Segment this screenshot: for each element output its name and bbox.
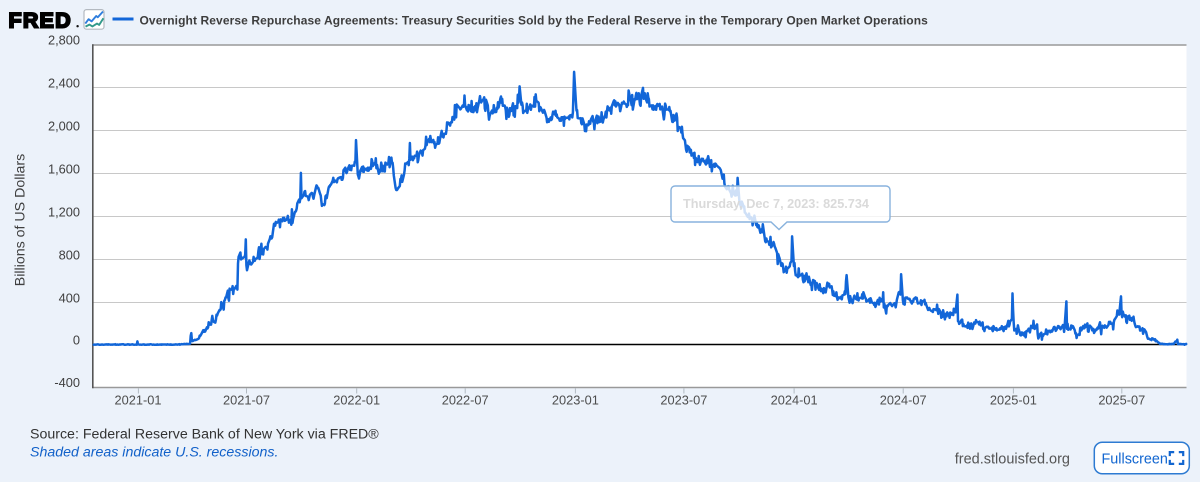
svg-text:800: 800 bbox=[59, 248, 80, 263]
svg-text:400: 400 bbox=[59, 291, 80, 306]
svg-text:Overnight Reverse Repurchase A: Overnight Reverse Repurchase Agreements:… bbox=[140, 14, 929, 28]
svg-text:FRED: FRED bbox=[9, 9, 72, 33]
svg-text:0: 0 bbox=[73, 332, 80, 347]
svg-text:2022-01: 2022-01 bbox=[333, 392, 380, 407]
svg-text:2025-07: 2025-07 bbox=[1098, 392, 1145, 407]
svg-text:Shaded areas indicate U.S. rec: Shaded areas indicate U.S. recessions. bbox=[30, 445, 278, 461]
svg-text:2023-07: 2023-07 bbox=[660, 392, 707, 407]
svg-text:2024-01: 2024-01 bbox=[771, 392, 818, 407]
svg-text:2,800: 2,800 bbox=[48, 33, 80, 48]
svg-text:2021-01: 2021-01 bbox=[115, 392, 162, 407]
svg-text:2024-07: 2024-07 bbox=[880, 392, 927, 407]
svg-text:1,200: 1,200 bbox=[48, 205, 80, 220]
svg-text:fred.stlouisfed.org: fred.stlouisfed.org bbox=[955, 452, 1070, 468]
svg-text:Fullscreen: Fullscreen bbox=[1102, 451, 1168, 467]
svg-text:-400: -400 bbox=[54, 375, 80, 390]
svg-text:2,000: 2,000 bbox=[48, 119, 80, 134]
svg-text:Source: Federal Reserve Bank o: Source: Federal Reserve Bank of New York… bbox=[30, 427, 379, 443]
svg-text:2,400: 2,400 bbox=[48, 75, 80, 90]
svg-text:2023-01: 2023-01 bbox=[552, 392, 599, 407]
svg-text:Billions of US Dollars: Billions of US Dollars bbox=[13, 154, 29, 286]
svg-text:2025-01: 2025-01 bbox=[990, 392, 1037, 407]
svg-text:1,600: 1,600 bbox=[48, 162, 80, 177]
svg-text:2022-07: 2022-07 bbox=[442, 392, 489, 407]
svg-text:Thursday, Dec 7, 2023: 825.73: Thursday, Dec 7, 2023: 825.734 bbox=[683, 197, 869, 211]
svg-text:2021-07: 2021-07 bbox=[223, 392, 270, 407]
